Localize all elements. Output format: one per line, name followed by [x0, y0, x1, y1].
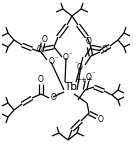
Text: O: O: [77, 63, 83, 71]
Text: O: O: [86, 73, 92, 81]
Text: ⁻: ⁻: [91, 71, 95, 77]
Text: O: O: [86, 38, 92, 47]
Text: O: O: [37, 45, 43, 53]
Text: ⁻: ⁻: [56, 92, 60, 98]
Text: Tb: Tb: [64, 82, 76, 92]
Text: O: O: [49, 57, 55, 67]
Text: O: O: [42, 34, 48, 43]
Text: O: O: [102, 45, 108, 53]
Text: O: O: [98, 115, 104, 124]
Text: ⁻: ⁻: [54, 56, 58, 62]
Text: O: O: [63, 53, 69, 63]
Text: +++: +++: [75, 77, 93, 83]
Text: ⁻: ⁻: [74, 61, 78, 67]
Text: O: O: [51, 93, 57, 103]
Text: ⁻: ⁻: [68, 52, 72, 58]
Text: O: O: [38, 75, 44, 83]
